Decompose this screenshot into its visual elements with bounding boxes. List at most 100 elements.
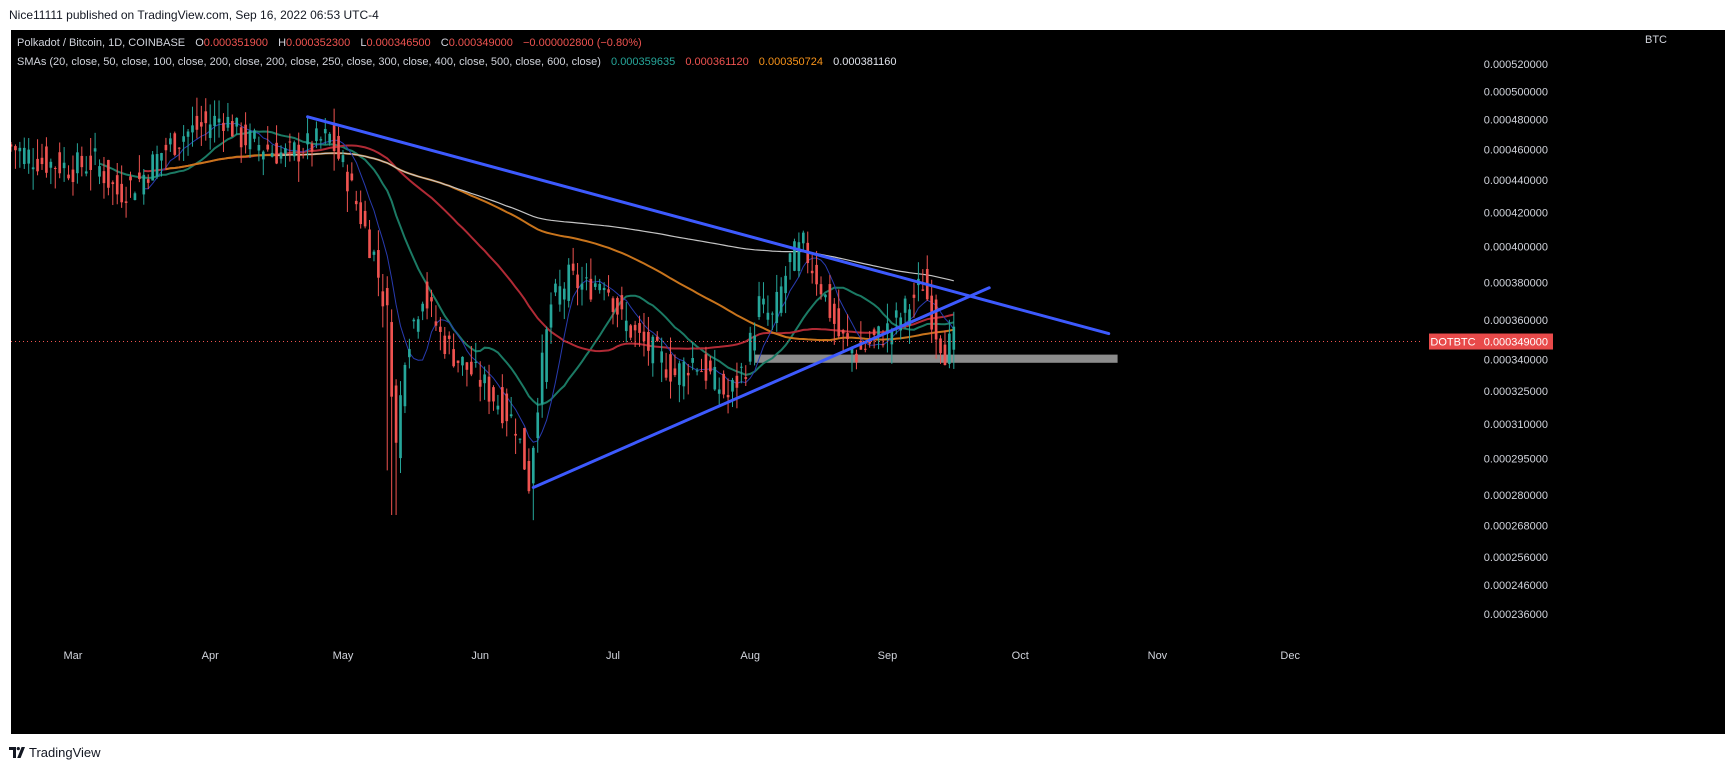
candle xyxy=(40,143,44,170)
candle-body xyxy=(89,155,93,170)
candle-body xyxy=(275,142,278,164)
candle xyxy=(319,136,323,149)
candle-body xyxy=(155,154,159,177)
candle-body xyxy=(797,242,801,272)
candle xyxy=(416,316,420,339)
candle xyxy=(306,116,309,160)
candle-body xyxy=(133,193,137,200)
candle xyxy=(195,97,199,139)
candle-body xyxy=(76,152,79,174)
candle xyxy=(328,132,332,146)
candle xyxy=(461,356,464,376)
candle xyxy=(509,396,513,419)
candle xyxy=(239,122,243,163)
candle xyxy=(346,164,349,213)
candle xyxy=(828,274,832,322)
candle-body xyxy=(934,299,938,340)
candle-body xyxy=(478,379,482,387)
chart-area[interactable]: 0.000236000 0.000246000 0.000256000 0.00026… xyxy=(11,30,1725,734)
candle-body xyxy=(518,438,522,440)
chart-background xyxy=(11,30,1725,734)
candle xyxy=(204,98,208,141)
candle-body xyxy=(253,130,256,139)
candle xyxy=(682,357,686,400)
candle xyxy=(200,105,203,146)
candle-body xyxy=(18,147,22,152)
candle-body xyxy=(470,361,473,375)
candle xyxy=(740,362,743,384)
upper-trendline[interactable] xyxy=(306,115,1111,336)
candle xyxy=(841,328,845,353)
candle xyxy=(832,298,836,345)
candle-body xyxy=(430,297,433,302)
candle-body xyxy=(372,251,376,255)
candle xyxy=(222,113,225,152)
candle xyxy=(124,186,128,218)
currency-label: BTC xyxy=(1645,34,1667,46)
candle xyxy=(686,363,690,395)
candle-body xyxy=(784,275,787,294)
candle-body xyxy=(709,360,712,372)
candle xyxy=(53,166,57,189)
lower-trendline[interactable] xyxy=(531,286,991,489)
candle-body xyxy=(200,122,203,127)
candle-body xyxy=(328,133,332,143)
candle-body xyxy=(461,356,464,366)
candle xyxy=(368,219,371,259)
candle-body xyxy=(306,133,309,145)
candle-body xyxy=(841,330,845,334)
candle-body xyxy=(443,335,447,355)
candle xyxy=(695,367,699,376)
candle xyxy=(363,200,367,229)
candle-body xyxy=(421,303,424,312)
candle xyxy=(846,314,849,347)
candle-body xyxy=(297,144,301,162)
candle xyxy=(412,317,416,329)
candle-body xyxy=(337,135,340,159)
time-axis[interactable]: Mar Apr May Jun Jul Aug Sep Oct Nov Dec xyxy=(63,650,1300,662)
candle xyxy=(673,354,677,378)
candle-body xyxy=(726,394,730,398)
price-axis[interactable]: 0.000236000 0.000246000 0.000256000 0.00026… xyxy=(1429,59,1553,621)
candle xyxy=(111,180,115,206)
candle xyxy=(562,282,566,320)
symbol-title[interactable]: Polkadot / Bitcoin, 1D, COINBASE xyxy=(17,37,186,49)
candle-body xyxy=(616,298,619,315)
candle-body xyxy=(810,270,814,274)
open-label: O xyxy=(195,37,204,49)
candle-body xyxy=(160,153,163,161)
candle-body xyxy=(558,286,562,305)
candle-body xyxy=(394,385,398,443)
last-price-tag[interactable]: DOTBTC 0.000349000 xyxy=(1429,333,1553,350)
candle-body xyxy=(173,133,177,155)
candle xyxy=(425,272,429,320)
y-tick-label: 0.000360000 xyxy=(1484,315,1548,327)
candle xyxy=(14,144,17,169)
tradingview-logo-icon xyxy=(9,747,25,758)
tradingview-logo[interactable]: TradingView xyxy=(9,745,101,760)
candle xyxy=(270,144,274,158)
candle-body xyxy=(292,142,296,157)
candle-body xyxy=(766,312,770,320)
candle xyxy=(585,263,588,291)
candle-body xyxy=(31,167,35,170)
candle-body xyxy=(456,360,460,363)
candle-body xyxy=(270,152,274,157)
trendlines-layer[interactable] xyxy=(306,115,1111,489)
candle xyxy=(762,282,765,314)
candle xyxy=(863,343,867,353)
candle xyxy=(301,147,305,159)
price-chart[interactable]: 0.000236000 0.000246000 0.000256000 0.00026… xyxy=(11,30,1725,734)
candle xyxy=(169,132,172,152)
candle xyxy=(793,238,796,272)
sma-indicator-title[interactable]: SMAs (20, close, 50, close, 100, close, … xyxy=(17,56,601,68)
candle xyxy=(523,427,526,470)
candle xyxy=(744,365,748,387)
y-tick-label: 0.000295000 xyxy=(1484,454,1548,466)
candle xyxy=(726,378,730,414)
candle-body xyxy=(664,369,668,378)
candle xyxy=(735,362,739,409)
candle-body xyxy=(323,128,327,134)
candle-body xyxy=(474,361,478,363)
candle-body xyxy=(403,364,407,407)
